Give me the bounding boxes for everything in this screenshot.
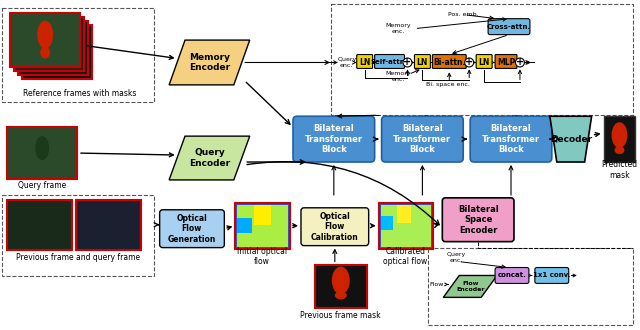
Ellipse shape	[614, 146, 625, 154]
Text: Decoder: Decoder	[550, 135, 592, 144]
FancyBboxPatch shape	[470, 116, 552, 162]
Text: Flow
Encoder: Flow Encoder	[456, 281, 484, 292]
Bar	[8, 200, 72, 249]
Text: Calibrated
optical flow: Calibrated optical flow	[383, 247, 428, 266]
Circle shape	[515, 58, 524, 67]
Bar	[22, 25, 92, 80]
Text: Cross-attn.: Cross-attn.	[487, 24, 531, 30]
Bar	[254, 205, 271, 225]
Bar	[236, 203, 290, 248]
Text: Bilateral
Transformer
Block: Bilateral Transformer Block	[394, 124, 451, 154]
Text: Query frame: Query frame	[18, 182, 67, 190]
Text: Query
Encoder: Query Encoder	[189, 148, 230, 168]
Ellipse shape	[332, 267, 349, 294]
Text: LN: LN	[417, 58, 428, 67]
Text: Self-attn.: Self-attn.	[371, 59, 408, 65]
Text: Bilateral
Transformer
Block: Bilateral Transformer Block	[305, 124, 363, 154]
Text: Bilateral
Transformer
Block: Bilateral Transformer Block	[482, 124, 540, 154]
FancyBboxPatch shape	[495, 54, 517, 68]
Bar	[19, 21, 88, 76]
Text: Query
enc.: Query enc.	[447, 252, 466, 263]
Circle shape	[465, 58, 474, 67]
Text: Memory
enc.: Memory enc.	[386, 23, 412, 34]
Text: Initial optical
flow: Initial optical flow	[237, 247, 287, 266]
Bar	[604, 116, 636, 162]
FancyBboxPatch shape	[374, 54, 404, 68]
Bar	[315, 265, 367, 308]
Bar	[381, 216, 392, 230]
Polygon shape	[444, 276, 497, 297]
Bar	[331, 4, 634, 115]
Ellipse shape	[37, 21, 53, 49]
Text: Pos. emb.: Pos. emb.	[448, 12, 479, 17]
Text: Previous frame mask: Previous frame mask	[301, 311, 381, 320]
Bar	[237, 218, 252, 233]
Bar	[10, 13, 80, 67]
FancyBboxPatch shape	[433, 54, 466, 68]
Text: LN: LN	[479, 58, 490, 67]
Circle shape	[403, 58, 412, 67]
Text: Bilateral
Space
Encoder: Bilateral Space Encoder	[458, 205, 499, 235]
Text: +: +	[403, 57, 412, 67]
Bar	[3, 195, 154, 277]
Text: Query
enc.: Query enc.	[337, 57, 356, 68]
FancyBboxPatch shape	[159, 210, 225, 248]
Text: +: +	[465, 57, 473, 67]
FancyBboxPatch shape	[415, 54, 430, 68]
Text: Previous frame and query frame: Previous frame and query frame	[16, 253, 140, 262]
Bar	[8, 127, 77, 179]
Bar	[428, 248, 634, 325]
Text: Optical
Flow
Generation: Optical Flow Generation	[167, 214, 216, 244]
Ellipse shape	[40, 47, 50, 58]
Text: concat.: concat.	[497, 273, 527, 279]
Text: 1x1 conv.: 1x1 conv.	[533, 273, 570, 279]
Bar	[397, 205, 412, 223]
Polygon shape	[169, 40, 250, 85]
Bar	[379, 203, 433, 248]
FancyBboxPatch shape	[381, 116, 463, 162]
Text: Memory
Encoder: Memory Encoder	[189, 53, 230, 72]
Bar	[3, 8, 154, 102]
Bar	[237, 205, 288, 247]
Text: Reference frames with masks: Reference frames with masks	[23, 89, 137, 98]
Text: LN: LN	[359, 58, 371, 67]
Text: +: +	[516, 57, 524, 67]
FancyBboxPatch shape	[488, 19, 530, 35]
FancyBboxPatch shape	[356, 54, 372, 68]
Text: MLP: MLP	[497, 58, 515, 67]
Polygon shape	[169, 136, 250, 180]
FancyBboxPatch shape	[535, 268, 569, 283]
Bar	[14, 17, 84, 71]
Text: Optical
Flow
Calibration: Optical Flow Calibration	[311, 212, 358, 242]
FancyBboxPatch shape	[301, 208, 369, 246]
Bar	[76, 200, 141, 249]
Ellipse shape	[35, 136, 49, 160]
Ellipse shape	[335, 291, 347, 299]
FancyBboxPatch shape	[442, 198, 514, 242]
FancyBboxPatch shape	[476, 54, 492, 68]
Text: Flow: Flow	[429, 282, 444, 287]
Ellipse shape	[611, 122, 627, 148]
FancyBboxPatch shape	[293, 116, 374, 162]
Text: Predicted
mask: Predicted mask	[602, 160, 637, 180]
Text: Memory
enc.: Memory enc.	[386, 71, 412, 82]
Polygon shape	[550, 116, 591, 162]
Text: Bi. space enc.: Bi. space enc.	[426, 82, 470, 87]
FancyBboxPatch shape	[495, 268, 529, 283]
Text: Bi-attn.: Bi-attn.	[433, 58, 465, 67]
Bar	[381, 205, 431, 247]
